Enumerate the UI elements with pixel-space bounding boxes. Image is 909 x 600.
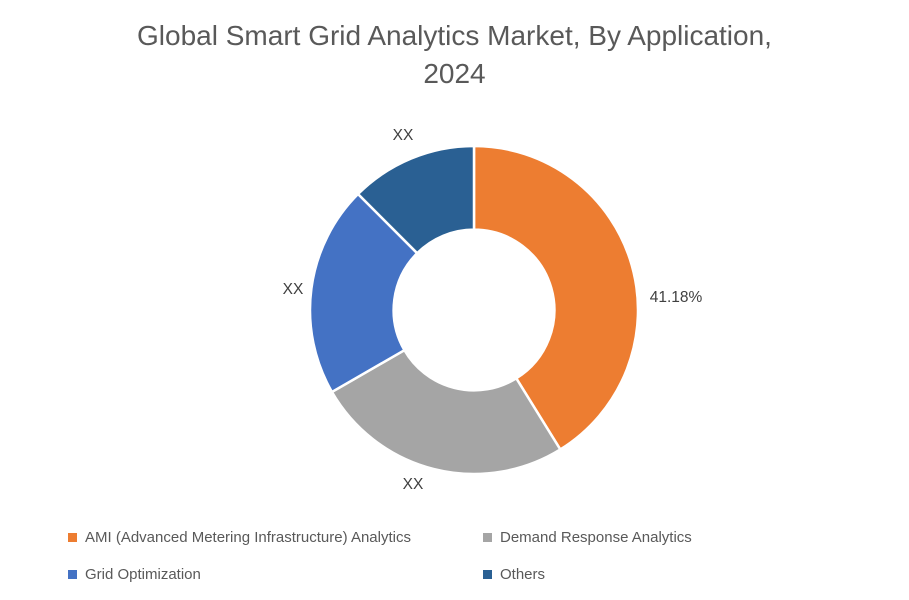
legend-label: Demand Response Analytics — [500, 528, 692, 546]
data-label-grid-optimization: XX — [283, 281, 304, 298]
legend-label: Grid Optimization — [85, 565, 201, 583]
data-label-others: XX — [393, 127, 414, 144]
chart-title-line2: 2024 — [423, 58, 486, 89]
legend-item-grid-optimization: Grid Optimization — [68, 564, 483, 584]
data-label-ami-advanced-metering-infrastructure-analytics: 41.18% — [650, 289, 703, 306]
chart-title: Global Smart Grid Analytics Market, By A… — [0, 17, 909, 93]
legend-marker-icon — [68, 532, 77, 542]
donut-slice-ami-advanced-metering-infrastructure-analytics — [472, 144, 640, 452]
legend-marker-icon — [483, 569, 492, 579]
donut-slice-others — [356, 144, 476, 255]
data-label-demand-response-analytics: XX — [403, 476, 424, 493]
legend-item-demand-response-analytics: Demand Response Analytics — [483, 527, 692, 547]
legend-item-others: Others — [483, 564, 692, 584]
donut-slice-demand-response-analytics — [330, 348, 563, 476]
legend-marker-icon — [68, 569, 77, 579]
legend-label: AMI (Advanced Metering Infrastructure) A… — [85, 528, 411, 546]
legend-item-ami-advanced-metering-infrastructure-analytics: AMI (Advanced Metering Infrastructure) A… — [68, 527, 483, 547]
legend: AMI (Advanced Metering Infrastructure) A… — [68, 527, 692, 584]
chart-title-line1: Global Smart Grid Analytics Market, By A… — [137, 20, 772, 51]
legend-label: Others — [500, 565, 546, 583]
legend-marker-icon — [483, 532, 492, 542]
donut-slice-grid-optimization — [308, 192, 419, 394]
